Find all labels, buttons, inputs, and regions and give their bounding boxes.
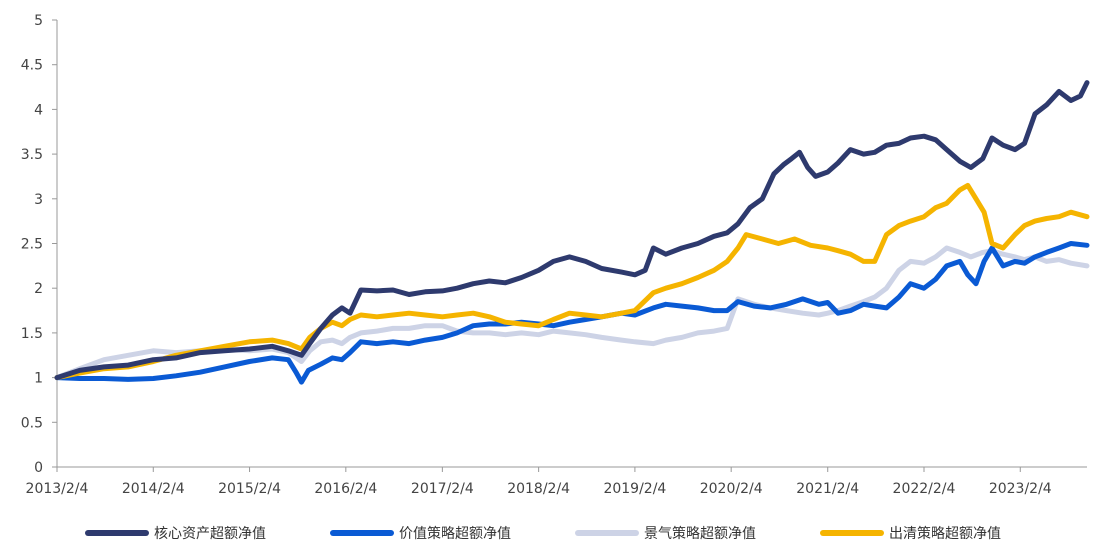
x-tick-label: 2021/2/4 [796, 481, 859, 497]
x-tick-label: 2018/2/4 [507, 481, 570, 497]
y-tick-label: 3.5 [21, 147, 43, 163]
y-axis-ticks: 0 0.5 1 1.5 2 2.5 3 3.5 4 4.5 5 [21, 13, 57, 476]
y-tick-label: 0.5 [21, 415, 43, 431]
legend-label-2: 景气策略超额净值 [644, 525, 756, 542]
y-tick-label: 2.5 [21, 237, 43, 253]
x-tick-label: 2016/2/4 [314, 481, 377, 497]
y-tick-label: 1.5 [21, 326, 43, 342]
y-tick-label: 3 [34, 192, 43, 208]
series-line-3 [54, 182, 1090, 381]
y-tick-label: 4 [34, 102, 43, 118]
series-lines [54, 80, 1090, 385]
legend-label-3: 出清策略超额净值 [889, 525, 1001, 542]
series-line-1 [54, 241, 1090, 385]
legend: 核心资产超额净值 价值策略超额净值 景气策略超额净值 出清策略超额净值 [85, 525, 1001, 542]
y-tick-label: 0 [34, 460, 43, 476]
x-tick-label: 2022/2/4 [893, 481, 956, 497]
x-axis-ticks: 2013/2/4 2014/2/4 2015/2/4 2016/2/4 2017/2/4… [26, 467, 1052, 497]
x-tick-label: 2017/2/4 [411, 481, 474, 497]
series-line-2 [54, 245, 1090, 381]
x-tick-label: 2015/2/4 [218, 481, 281, 497]
y-tick-label: 1 [34, 371, 43, 387]
y-tick-label: 4.5 [21, 58, 43, 74]
x-tick-label: 2014/2/4 [122, 481, 185, 497]
y-tick-label: 5 [34, 13, 43, 29]
x-tick-label: 2019/2/4 [603, 481, 666, 497]
y-tick-label: 2 [34, 281, 43, 297]
legend-label-1: 价值策略超额净值 [399, 525, 511, 542]
x-tick-label: 2013/2/4 [26, 481, 89, 497]
x-tick-label: 2023/2/4 [989, 481, 1052, 497]
series-line-0 [54, 80, 1090, 381]
legend-label-0: 核心资产超额净值 [154, 526, 266, 542]
axes [56, 20, 1087, 468]
x-tick-label: 2020/2/4 [700, 481, 763, 497]
